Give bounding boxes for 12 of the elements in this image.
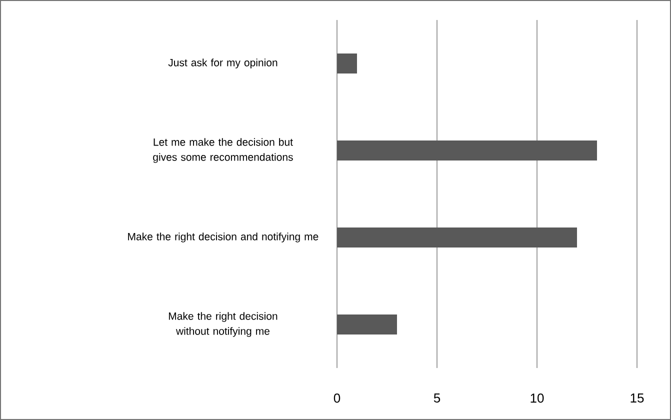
x-tick-label: 5 <box>434 394 440 403</box>
y-tick-label: Just ask for my opinion <box>168 58 278 68</box>
x-tick-label: 0 <box>334 394 340 403</box>
bar <box>337 314 398 335</box>
y-tick-label: Make the right decision and notifying me <box>128 232 318 242</box>
y-tick-label: Let me make the decision but gives some recommendations <box>153 138 293 163</box>
bar <box>337 140 598 161</box>
bar <box>337 54 358 74</box>
x-tick-label: 15 <box>630 394 644 403</box>
x-tick-label: 10 <box>530 394 544 403</box>
y-tick-label: Make the right decision without notifying me <box>168 312 278 337</box>
bar <box>337 228 578 248</box>
